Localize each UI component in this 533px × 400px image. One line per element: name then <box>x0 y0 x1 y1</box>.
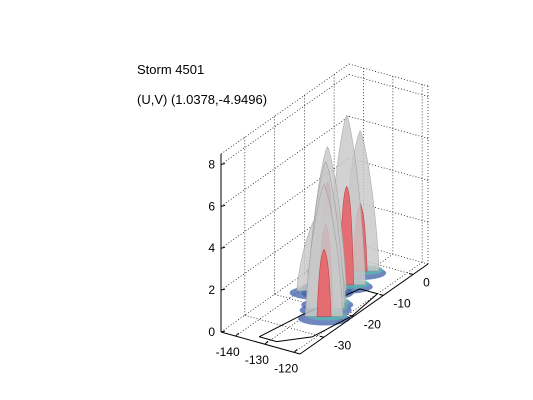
grid-line <box>348 74 429 97</box>
y-tick <box>408 272 414 275</box>
x-tick-label: -120 <box>274 361 298 375</box>
z-tick <box>220 288 226 291</box>
y-tick-label: 0 <box>423 275 430 289</box>
grid-line <box>348 63 429 87</box>
z-tick <box>220 330 226 333</box>
y-tick-label: -30 <box>334 338 352 352</box>
y-tick <box>379 293 384 296</box>
inner-isosurface-core <box>316 248 332 317</box>
grid-line <box>220 63 350 155</box>
axes-layer: 0 2 4 6 8 -140 -130 -120 0 -10 -20 -30 <box>208 154 430 375</box>
y-tick <box>319 335 324 338</box>
y-tick-label: -20 <box>364 317 382 331</box>
x-tick-label: -140 <box>216 345 240 359</box>
x-tick <box>293 349 298 353</box>
x-axis-line <box>220 331 301 355</box>
grid-line <box>220 116 350 207</box>
z-tick-label: 6 <box>208 199 215 213</box>
chart-subtitle: (U,V) (1.0378,-4.9496) <box>137 92 268 107</box>
z-tick-label: 4 <box>208 241 215 255</box>
surface-layer <box>296 114 380 317</box>
y-tick-label: -10 <box>393 296 411 310</box>
z-tick <box>220 246 226 249</box>
x-tick <box>235 332 239 337</box>
x-tick-label: -130 <box>245 353 269 367</box>
z-tick-label: 8 <box>208 157 215 171</box>
grid-line <box>220 157 350 249</box>
z-tick-label: 0 <box>208 325 215 339</box>
y-axis-line <box>299 263 429 355</box>
z-tick-label: 2 <box>208 283 215 297</box>
y-tick <box>349 314 354 317</box>
grid-line <box>220 241 350 333</box>
x-tick <box>264 340 269 345</box>
grid-line <box>220 199 350 291</box>
chart-title: Storm 4501 <box>137 62 205 77</box>
z-tick <box>220 204 226 207</box>
z-tick <box>220 162 226 165</box>
grid-line <box>220 74 350 165</box>
grid-line <box>293 262 423 353</box>
